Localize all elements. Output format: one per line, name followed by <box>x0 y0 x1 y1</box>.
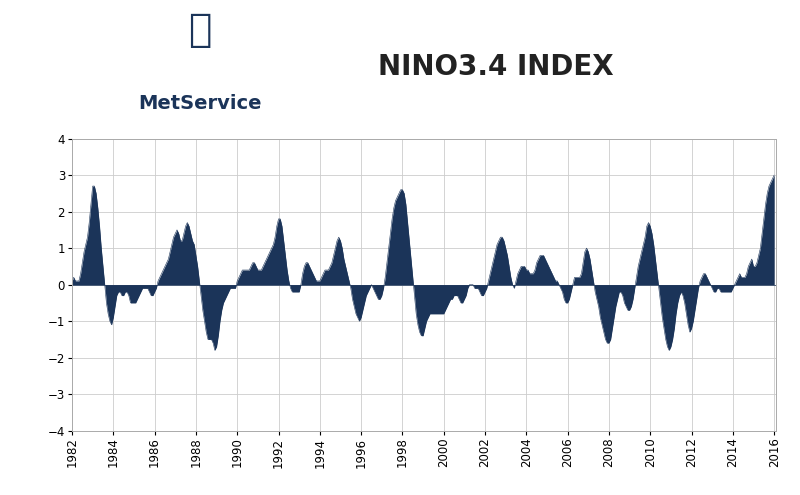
Text: ➿: ➿ <box>188 11 212 50</box>
Text: MetService: MetService <box>138 95 262 113</box>
Text: NINO3.4 INDEX: NINO3.4 INDEX <box>378 52 614 81</box>
